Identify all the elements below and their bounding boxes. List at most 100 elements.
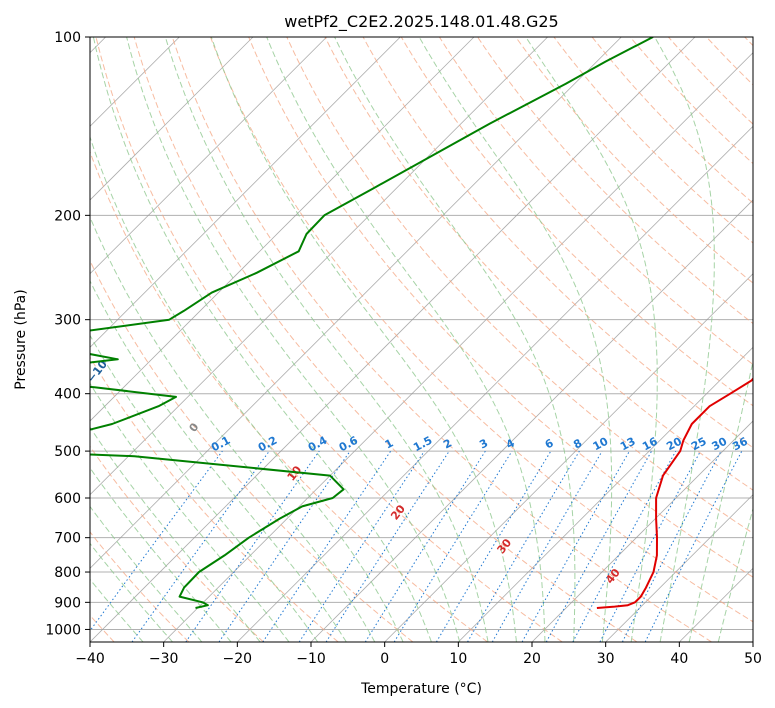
moist-adiabat-line [90,578,144,642]
x-axis-label: Temperature (°C) [360,681,482,697]
mixing-ratio-label: 30 [710,435,730,454]
moist-adiabat-line [210,37,517,642]
isotherm-lines [90,37,753,642]
dry-adiabat-line [95,37,563,642]
dry-adiabat-line [90,259,414,642]
dry-adiabat-line [362,37,753,449]
mixing-ratio-line [467,450,580,642]
chart-title: wetPf2_C2E2.2025.148.01.48.G25 [284,12,558,32]
moist-adiabat-line [90,426,261,642]
mixing-ratio-label: 36 [730,435,750,454]
mixing-ratio-line [521,450,630,642]
mixing-ratio-line [599,450,701,642]
isotherm-line [605,494,753,642]
moist-adiabat-line [90,135,404,642]
moist-adiabat-line [90,382,290,642]
mixing-ratio-label: 25 [689,435,709,454]
mixing-ratio-line [545,450,653,642]
reference-labels: 0.10.20.40.611.52346810131620253036−100−… [90,358,750,587]
isotherm-line [90,37,254,201]
isotherm-line [384,273,753,642]
moist-adiabat-line [90,505,203,642]
mixing-ratio-line [364,450,486,642]
moist-adiabat-line [164,37,489,642]
x-tick-label: 20 [523,651,541,667]
moist-adiabat-line [90,215,376,642]
moist-adiabat-line [418,37,613,642]
isotherm-line [458,346,753,642]
dry-adiabat-line [668,37,753,125]
plot-area: 0.10.20.40.611.52346810131620253036−100−… [90,37,753,642]
dry-adiabat-line [553,37,753,244]
isotherm-line [237,125,753,642]
dry-adiabat-line [400,37,753,407]
x-tick-label: −10 [296,651,326,667]
temperature-profile [596,377,753,609]
moist-adiabats [90,37,753,642]
mixing-ratio-line [572,450,677,642]
isotherm-line [679,567,753,642]
isotherm-line [90,37,548,496]
x-tick-label: 40 [670,651,688,667]
mixing-ratio-label: 20 [664,434,684,453]
mixing-ratio-label: 3 [477,436,490,451]
isotherm-line [90,37,327,275]
moist-adiabat-line [266,37,546,642]
dry-adiabat-line [90,531,190,642]
mixing-ratio-line [491,450,603,642]
dewpoint-profile [90,37,654,609]
dry-adiabat-line [706,37,753,86]
isotherm-line [90,37,475,422]
dry-adiabat-line [744,37,753,47]
mixing-ratio-line [131,450,270,642]
dry-adiabat-label: 30 [495,536,515,556]
mixing-ratio-line [90,450,223,632]
mixing-ratio-label: 6 [543,436,556,451]
y-tick-label: 100 [54,30,81,46]
mixing-ratio-line [218,450,351,642]
y-tick-label: 500 [54,444,81,460]
isotherm-line [90,37,696,642]
sounding-series [90,37,753,609]
moist-adiabat-line [92,37,432,642]
dry-adiabat-line [90,150,488,642]
dry-adiabat-line [438,37,753,366]
dry-adiabat-line [90,445,264,642]
mixing-ratio-label: 2 [441,436,454,451]
x-tick-label: 50 [744,651,762,667]
dry-adiabat-line [477,37,753,325]
mixing-ratio-line [325,450,450,642]
mixing-ratio-line [185,450,320,642]
mixing-ratio-label: 4 [504,436,517,451]
dry-adiabat-line [133,37,638,642]
x-tick-label: −20 [223,651,253,667]
x-tick-label: −30 [149,651,179,667]
y-tick-label: 300 [54,313,81,329]
moist-adiabat-line [90,542,173,642]
dry-adiabat-line [515,37,753,284]
isotherm-line [90,37,401,348]
y-tick-label: 1000 [45,622,81,638]
x-tick-label: 0 [380,651,389,667]
axes: −40 −30 −20 −10 0 10 20 30 40 50 100 200 300 400 500 60… [45,30,762,667]
mixing-ratio-label: 10 [591,434,611,453]
dry-adiabat-line [90,356,339,642]
y-tick-label: 700 [54,531,81,547]
moist-adiabat-line [717,506,753,642]
mixing-ratio-line [262,450,392,642]
mixing-ratio-line [298,450,425,642]
isotherm-line [90,37,622,569]
moist-adiabat-line [688,358,753,642]
x-tick-label: 30 [597,651,615,667]
isotherm-line [310,199,753,642]
plot-frame [89,36,754,643]
y-tick-label: 400 [54,387,81,403]
y-tick-label: 600 [54,491,81,507]
isobar-gridlines [90,37,753,630]
moist-adiabat-line [654,37,715,642]
dry-adiabat-line [324,37,753,491]
y-tick-label: 200 [54,208,81,224]
dry-adiabat-line [286,37,753,534]
y-axis-label: Pressure (hPa) [13,289,29,389]
